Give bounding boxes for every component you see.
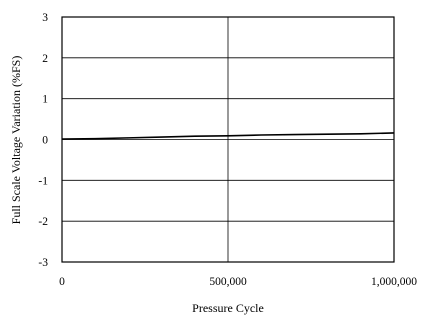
y-tick-label: -2 bbox=[38, 216, 48, 228]
x-tick-label: 0 bbox=[59, 276, 65, 288]
x-tick-label: 1,000,000 bbox=[371, 276, 417, 288]
x-tick-label: 500,000 bbox=[209, 276, 247, 288]
series-layer bbox=[61, 132, 395, 140]
series-line bbox=[61, 132, 395, 140]
y-axis-label: Full Scale Voltage Variation (%FS) bbox=[9, 56, 23, 225]
y-tick-label: 0 bbox=[42, 135, 48, 147]
plot-area bbox=[61, 16, 395, 263]
y-tick-label: 3 bbox=[42, 12, 48, 24]
y-tick-label: 2 bbox=[42, 53, 48, 65]
y-tick-label: -3 bbox=[38, 257, 48, 269]
x-axis-label: Pressure Cycle bbox=[192, 301, 264, 315]
y-axis-ticks: 3 2 1 0 -1 -2 -3 bbox=[38, 12, 48, 269]
y-tick-label: -1 bbox=[38, 175, 48, 187]
x-axis-ticks: 0 500,000 1,000,000 bbox=[59, 276, 417, 288]
y-tick-label: 1 bbox=[42, 94, 48, 106]
grid-lines bbox=[62, 17, 394, 262]
